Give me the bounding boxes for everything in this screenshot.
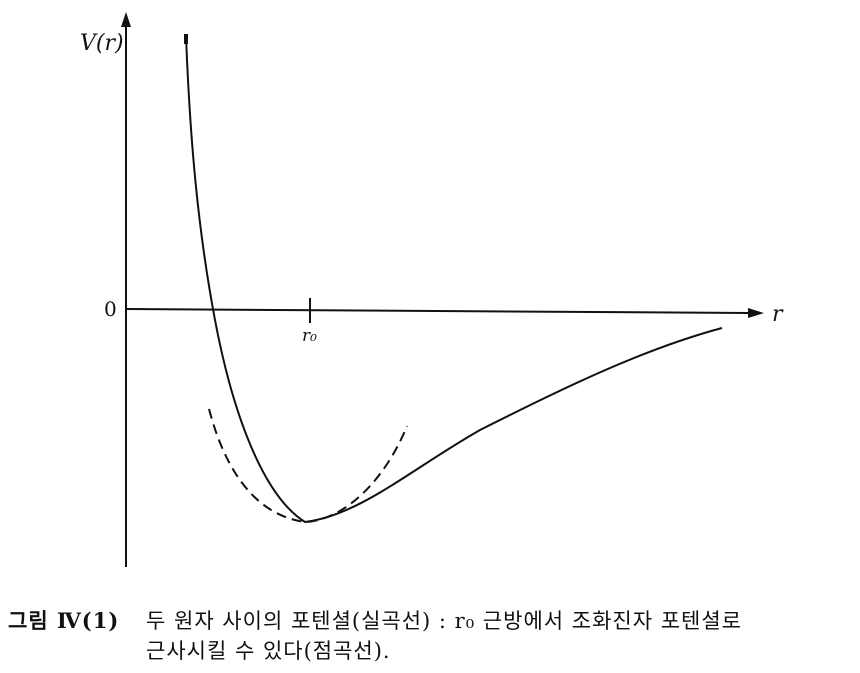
y-axis-arrow-icon: [121, 12, 131, 27]
potential-curve: [185, 35, 723, 524]
caption-line-1: 두 원자 사이의 포텐셜(실곡선) : r₀ 근방에서 조화진자 포텐셜로: [146, 609, 742, 633]
r0-label: r₀: [302, 326, 317, 346]
figure-caption: 그림 Ⅳ(1) 두 원자 사이의 포텐셜(실곡선) : r₀ 근방에서 조화진자…: [8, 606, 858, 666]
x-axis: [125, 308, 751, 314]
harmonic-approximation-curve: [208, 408, 408, 524]
curve-start-mark: [184, 34, 188, 44]
caption-label: 그림 Ⅳ(1): [8, 608, 120, 633]
caption-line-2: 근사시킬 수 있다(점곡선).: [146, 639, 391, 663]
origin-label: 0: [104, 297, 117, 321]
potential-diagram: V(r) r 0 r₀: [80, 12, 784, 567]
x-axis-label: r: [772, 302, 784, 327]
x-axis-arrow-icon: [748, 308, 764, 318]
y-axis-label: V(r): [80, 31, 124, 56]
